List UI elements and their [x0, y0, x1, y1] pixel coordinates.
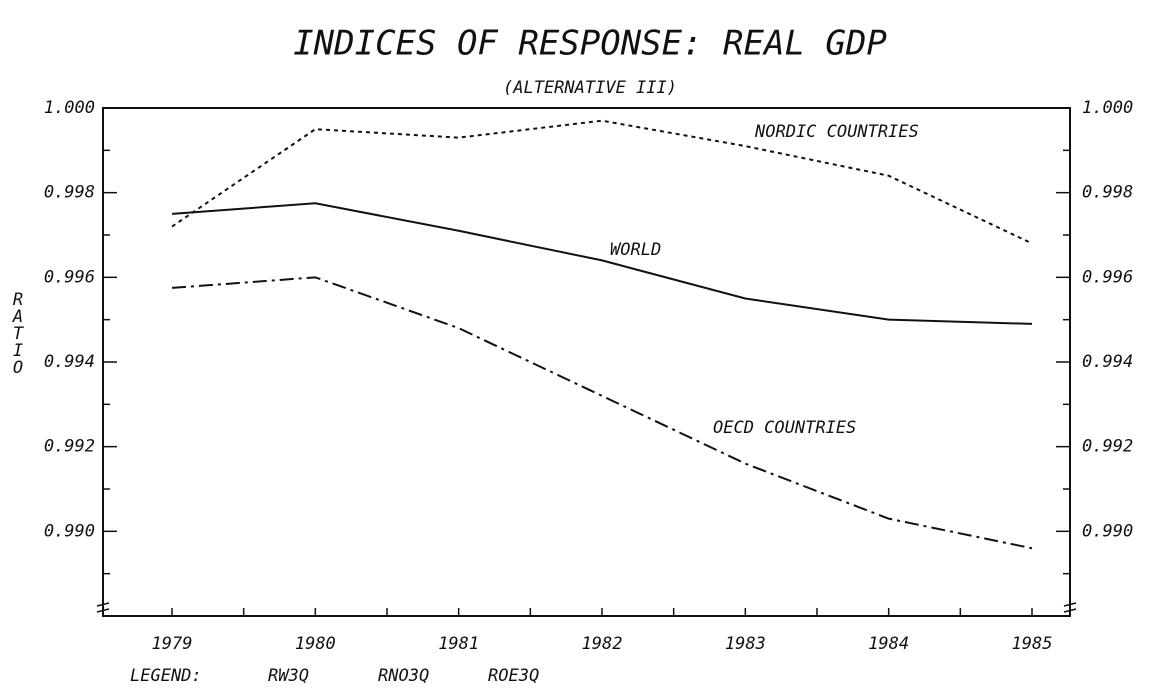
line-series — [171, 119, 1033, 245]
plot-frame — [102, 107, 1071, 617]
y-tick-label: 0.992 — [44, 437, 95, 457]
line-series — [171, 202, 1033, 325]
y-tick-label: 0.994 — [44, 352, 95, 372]
y2-tick-label: 0.990 — [1082, 521, 1133, 541]
y2-tick-label: 0.996 — [1082, 267, 1133, 287]
chart-title: INDICES OF RESPONSE: REAL GDP — [293, 24, 887, 64]
x-tick-label: 1981 — [438, 634, 479, 654]
y-tick-label: 1.000 — [44, 98, 95, 118]
y-axis-label: RATIO — [8, 290, 28, 375]
x-tick-label: 1980 — [295, 634, 336, 654]
x-tick-label: 1979 — [152, 634, 193, 654]
axis-break — [1063, 602, 1077, 613]
y2-tick-label: 0.992 — [1082, 437, 1133, 457]
series-label: WORLD — [610, 240, 661, 260]
y-tick-label: 0.998 — [44, 183, 95, 203]
axis-break — [96, 602, 110, 613]
chart-subtitle: (ALTERNATIVE III) — [503, 78, 677, 98]
legend-entry: ROE3Q — [488, 666, 539, 686]
x-tick-label: 1983 — [725, 634, 766, 654]
y2-tick-label: 1.000 — [1082, 98, 1133, 118]
line-series — [171, 276, 1033, 550]
y-tick-label: 0.996 — [44, 267, 95, 287]
y-tick-label: 0.990 — [44, 521, 95, 541]
x-tick-label: 1985 — [1012, 634, 1053, 654]
y2-tick-label: 0.994 — [1082, 352, 1133, 372]
y2-tick-label: 0.998 — [1082, 183, 1133, 203]
series-label: OECD COUNTRIES — [713, 418, 856, 438]
legend-entry: RNO3Q — [378, 666, 429, 686]
series-label: NORDIC COUNTRIES — [754, 122, 919, 142]
x-tick-label: 1984 — [868, 634, 909, 654]
x-tick-label: 1982 — [582, 634, 623, 654]
legend-title: LEGEND: — [130, 666, 202, 686]
legend-entry: RW3Q — [268, 666, 309, 686]
